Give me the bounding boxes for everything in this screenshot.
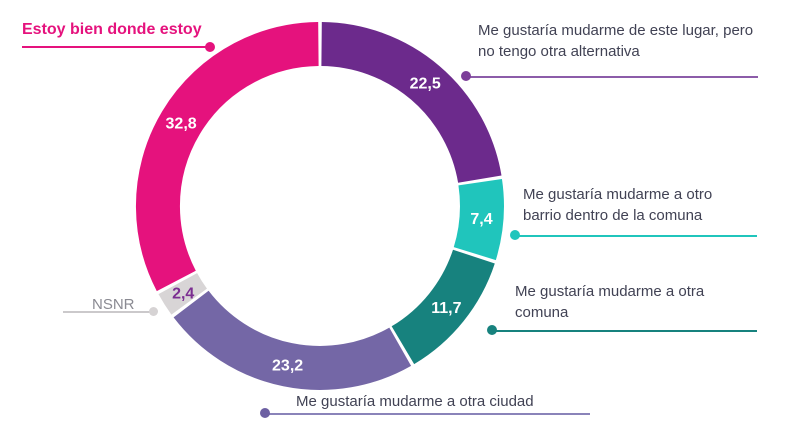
donut-segment-4	[173, 290, 412, 390]
segment-value-3: 11,7	[431, 300, 461, 317]
leader-line-otra-comuna	[492, 330, 757, 332]
leader-dot-mudarme-lugar	[461, 71, 471, 81]
donut-segment-2	[453, 178, 504, 261]
leader-line-estoy-bien	[22, 46, 208, 48]
callout-label-otra-comuna: Me gustaría mudarme a otra comuna	[515, 283, 705, 321]
leader-dot-otra-comuna	[487, 325, 497, 335]
donut-segment-5	[158, 272, 208, 315]
callout-label-nsnr: NSNR	[92, 296, 135, 313]
leader-line-otro-barrio	[515, 235, 757, 237]
callout-label-otro-barrio: Me gustaría mudarme a otro barrio dentro…	[523, 186, 713, 224]
callout-label-otra-ciudad: Me gustaría mudarme a otra ciudad	[296, 393, 534, 410]
leader-dot-nsnr	[149, 307, 158, 316]
donut-segment-3	[391, 249, 495, 365]
donut-segment-6	[136, 22, 320, 292]
leader-dot-estoy-bien	[205, 42, 215, 52]
callout-label-mudarme-lugar: Me gustaría mudarme de este lugar, pero …	[478, 22, 754, 60]
segment-value-6: 32,8	[166, 115, 197, 132]
leader-line-mudarme-lugar	[466, 76, 758, 78]
segment-value-1: 22,5	[410, 75, 441, 92]
leader-line-otra-ciudad	[266, 413, 590, 415]
callout-label-estoy-bien: Estoy bien donde estoy	[22, 21, 202, 38]
segment-value-4: 23,2	[272, 357, 303, 374]
segment-value-2: 7,4	[470, 211, 492, 228]
segment-value-5: 2,4	[172, 285, 194, 302]
leader-line-nsnr	[63, 311, 153, 313]
leader-dot-otra-ciudad	[260, 408, 270, 418]
leader-dot-otro-barrio	[510, 230, 520, 240]
donut-segment-1	[320, 22, 502, 184]
